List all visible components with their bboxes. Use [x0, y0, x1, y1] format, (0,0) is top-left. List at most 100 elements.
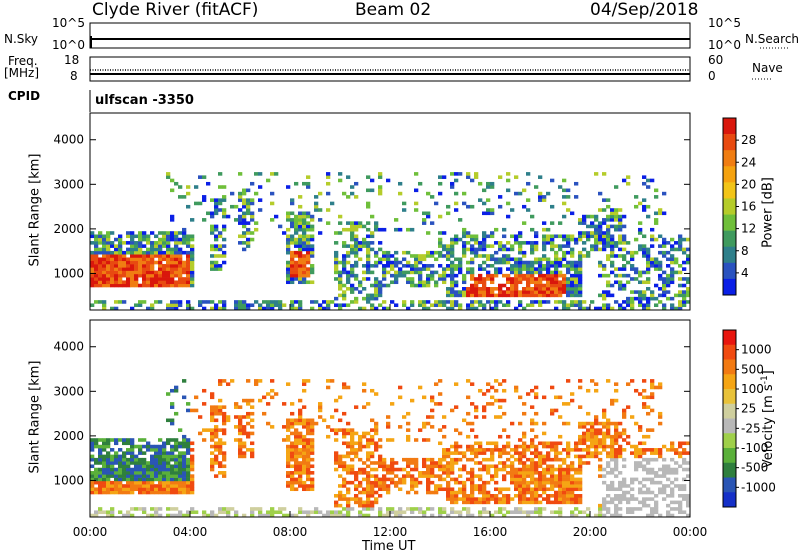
heatmap-cell — [394, 227, 399, 232]
freq-tick-bottom: 8 — [70, 69, 78, 83]
heatmap-cell — [378, 290, 383, 294]
heatmap-cell — [490, 277, 495, 281]
heatmap-cell — [286, 277, 291, 281]
heatmap-cell — [238, 241, 243, 245]
heatmap-cell — [382, 464, 387, 469]
heatmap-cell — [118, 244, 123, 248]
heatmap-cell — [518, 467, 523, 472]
velocity-heatmap — [90, 379, 691, 518]
heatmap-cell — [450, 494, 455, 498]
heatmap-cell — [330, 379, 335, 383]
heatmap-cell — [222, 224, 227, 229]
heatmap-cell — [222, 474, 227, 478]
heatmap-cell — [570, 293, 575, 298]
heatmap-cell — [226, 513, 231, 518]
heatmap-cell — [366, 474, 371, 478]
heatmap-cell — [374, 421, 379, 426]
heatmap-cell — [586, 388, 591, 393]
heatmap-cell — [298, 214, 303, 219]
heatmap-cell — [638, 231, 643, 235]
x-tick-label: 00:00 — [73, 525, 108, 539]
heatmap-cell — [366, 264, 371, 268]
heatmap-cell — [182, 395, 187, 400]
heatmap-cell — [618, 513, 623, 518]
heatmap-cell — [114, 237, 119, 242]
heatmap-cell — [550, 484, 555, 488]
heatmap-cell — [98, 300, 103, 304]
heatmap-cell — [606, 244, 611, 248]
heatmap-cell — [554, 270, 559, 275]
heatmap-cell — [366, 441, 371, 446]
heatmap-cell — [342, 507, 347, 511]
heatmap-cell — [534, 464, 539, 469]
heatmap-cell — [418, 507, 423, 511]
heatmap-cell — [618, 280, 623, 285]
heatmap-cell — [606, 283, 611, 288]
heatmap-cell — [242, 398, 247, 403]
heatmap-cell — [374, 444, 379, 449]
heatmap-cell — [638, 221, 643, 225]
heatmap-cell — [198, 303, 203, 308]
heatmap-cell — [338, 503, 343, 508]
heatmap-cell — [238, 421, 243, 426]
heatmap-cell — [534, 461, 539, 465]
heatmap-cell — [178, 195, 183, 199]
heatmap-cell — [566, 260, 571, 265]
heatmap-cell — [486, 382, 491, 386]
heatmap-cell — [394, 474, 399, 478]
heatmap-cell — [238, 451, 243, 455]
heatmap-cell — [382, 270, 387, 275]
heatmap-cell — [430, 395, 435, 400]
heatmap-cell — [442, 244, 447, 248]
heatmap-cell — [514, 306, 519, 311]
heatmap-cell — [310, 444, 315, 449]
heatmap-cell — [366, 438, 371, 442]
heatmap-cell — [346, 500, 351, 505]
heatmap-cell — [342, 382, 347, 386]
heatmap-cell — [166, 484, 171, 488]
heatmap-cell — [454, 273, 459, 278]
heatmap-cell — [306, 448, 311, 452]
heatmap-cell — [486, 467, 491, 472]
heatmap-cell — [202, 510, 207, 515]
heatmap-cell — [370, 467, 375, 472]
heatmap-cell — [594, 431, 599, 436]
heatmap-cell — [190, 408, 195, 413]
heatmap-cell — [526, 464, 531, 469]
heatmap-cell — [342, 241, 347, 245]
heatmap-cell — [586, 444, 591, 449]
heatmap-cell — [574, 454, 579, 459]
heatmap-cell — [566, 474, 571, 478]
heatmap-cell — [430, 457, 435, 462]
heatmap-cell — [166, 250, 171, 255]
heatmap-cell — [218, 185, 223, 189]
heatmap-cell — [450, 181, 455, 186]
heatmap-cell — [606, 434, 611, 439]
heatmap-cell — [166, 254, 171, 258]
heatmap-cell — [646, 487, 651, 492]
heatmap-cell — [342, 254, 347, 258]
heatmap-cell — [342, 260, 347, 265]
heatmap-cell — [338, 277, 343, 281]
heatmap-cell — [454, 444, 459, 449]
heatmap-cell — [366, 296, 371, 301]
heatmap-cell — [586, 214, 591, 219]
heatmap-cell — [286, 234, 291, 239]
heatmap-cell — [578, 283, 583, 288]
heatmap-cell — [586, 428, 591, 432]
heatmap-cell — [122, 438, 127, 442]
heatmap-cell — [646, 490, 651, 495]
heatmap-cell — [374, 477, 379, 482]
heatmap-cell — [546, 300, 551, 304]
heatmap-cell — [258, 510, 263, 515]
heatmap-cell — [90, 441, 95, 446]
heatmap-cell — [578, 254, 583, 258]
heatmap-cell — [594, 224, 599, 229]
heatmap-cell — [590, 425, 595, 429]
heatmap-cell — [674, 507, 679, 511]
heatmap-cell — [678, 484, 683, 488]
heatmap-cell — [610, 471, 615, 475]
heatmap-cell — [566, 277, 571, 281]
heatmap-cell — [522, 204, 527, 209]
heatmap-cell — [426, 231, 431, 235]
